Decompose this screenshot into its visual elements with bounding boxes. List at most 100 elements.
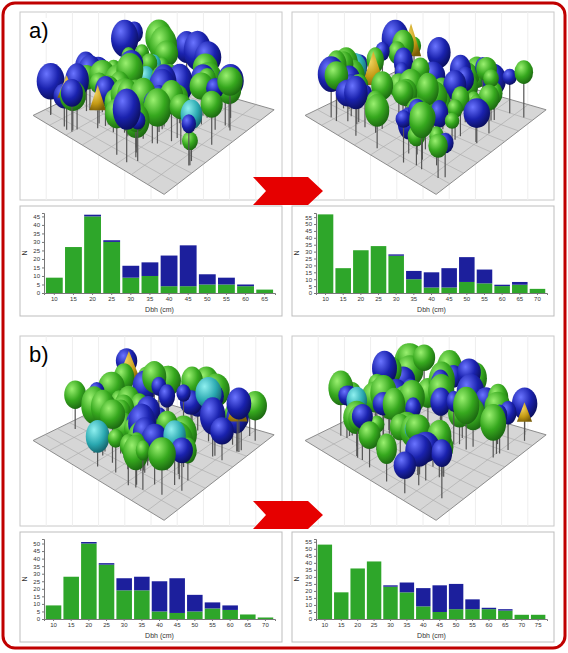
x-tick: 50 — [204, 293, 211, 302]
x-tick-label: 65 — [244, 622, 251, 628]
bar-segment — [335, 268, 351, 269]
bar-segment — [187, 595, 203, 612]
x-tick-label: 30 — [393, 296, 400, 302]
x-tick-mark — [449, 293, 450, 295]
bar-segment — [388, 254, 404, 255]
x-tick: 15 — [68, 619, 75, 628]
y-tick-mark — [42, 242, 44, 243]
x-tick-label: 15 — [340, 296, 347, 302]
tree-trunk — [97, 110, 98, 128]
y-axis-title: N — [293, 250, 300, 255]
y-axis: 0510152025303540455055 — [305, 214, 316, 297]
x-tick-mark — [264, 293, 265, 295]
bar-segment — [459, 282, 475, 293]
x-axis: 10152025303540455055606570 — [45, 619, 276, 628]
y-tick-mark — [314, 272, 316, 273]
x-axis-line — [45, 294, 276, 296]
x-axis-line — [45, 620, 276, 622]
bar-segment — [222, 605, 238, 610]
bar-segment — [134, 590, 150, 619]
tree-trunk — [142, 458, 143, 489]
y-tick-label: 35 — [33, 564, 40, 570]
x-tick-mark — [54, 293, 55, 295]
y-tick: 35 — [33, 564, 44, 570]
tree-crown — [409, 102, 434, 139]
x-tick-mark — [484, 293, 485, 295]
x-tick: 65 — [502, 619, 509, 628]
figure: a)b)051015202530354045101520253035404550… — [0, 0, 568, 653]
bar-segment — [46, 277, 63, 278]
x-axis-title: Dbh (cm) — [417, 632, 446, 640]
y-tick: 10 — [33, 273, 44, 279]
x-tick: 30 — [387, 619, 394, 628]
tree-trunk — [237, 422, 238, 452]
y-tick-label: 15 — [33, 594, 40, 600]
forest-scene — [33, 336, 274, 526]
y-tick-mark — [314, 598, 316, 599]
tree-trunk — [221, 442, 222, 460]
bar-segment — [318, 544, 332, 545]
y-tick-mark — [314, 252, 316, 253]
y-tick: 10 — [305, 277, 316, 283]
y-tick: 10 — [33, 601, 44, 607]
y-tick-label: 35 — [305, 242, 312, 248]
x-tick: 65 — [244, 619, 251, 628]
y-tick: 55 — [305, 215, 316, 221]
x-tick-mark — [456, 619, 457, 621]
bar-segment — [99, 565, 115, 619]
bar-segment — [383, 587, 397, 619]
panel-letter-patch — [27, 342, 51, 367]
x-tick-mark — [488, 619, 489, 621]
tree — [432, 439, 453, 498]
bar-segment — [84, 216, 101, 293]
tree-trunk — [418, 464, 419, 486]
x-tick-label: 70 — [262, 622, 269, 628]
tree — [182, 114, 196, 165]
bar-segment — [432, 612, 446, 619]
bar-segment — [237, 286, 254, 293]
y-tick-mark — [42, 596, 44, 597]
tree-trunk — [357, 429, 358, 458]
x-tick-mark — [245, 293, 246, 295]
tree-crown — [445, 113, 460, 129]
bar-segment — [318, 545, 332, 619]
y-tick: 15 — [33, 594, 44, 600]
x-tick-label: 55 — [223, 296, 230, 302]
x-tick: 10 — [50, 619, 57, 628]
x-tick-mark — [374, 619, 375, 621]
tree — [453, 387, 479, 450]
panel-letter: a) — [29, 18, 49, 43]
x-tick-label: 60 — [486, 622, 493, 628]
y-tick-mark — [314, 542, 316, 543]
bar-segment — [84, 215, 101, 217]
x-tick-label: 30 — [127, 296, 134, 302]
bar-segment — [46, 278, 63, 293]
x-tick: 40 — [420, 619, 427, 628]
bar-segment — [205, 602, 221, 608]
x-tick-label: 30 — [387, 622, 394, 628]
y-tick: 30 — [305, 574, 316, 580]
x-tick-mark — [378, 293, 379, 295]
x-tick: 60 — [242, 293, 249, 302]
x-tick: 25 — [103, 619, 110, 628]
y-tick-label: 5 — [37, 282, 41, 288]
x-tick: 50 — [463, 293, 470, 302]
tree-crown — [136, 440, 150, 460]
tree — [514, 60, 533, 117]
x-tick-mark — [207, 293, 208, 295]
x-tick: 30 — [121, 619, 128, 628]
y-tick-label: 10 — [33, 273, 40, 279]
y-tick: 45 — [305, 553, 316, 559]
x-axis: 1015202530354045505560657075 — [317, 619, 548, 628]
y-tick-label: 15 — [305, 595, 312, 601]
x-tick-label: 15 — [70, 296, 77, 302]
x-tick-label: 45 — [185, 296, 192, 302]
bar-segment — [334, 592, 348, 619]
x-tick-label: 10 — [322, 622, 329, 628]
bar-segment — [116, 578, 132, 590]
histogram-panel: 0510152025303540455055101520253035404550… — [292, 532, 554, 642]
y-tick-mark — [314, 245, 316, 246]
bar-segment — [256, 290, 273, 293]
bar-segment — [515, 614, 529, 615]
y-tick-mark — [314, 591, 316, 592]
